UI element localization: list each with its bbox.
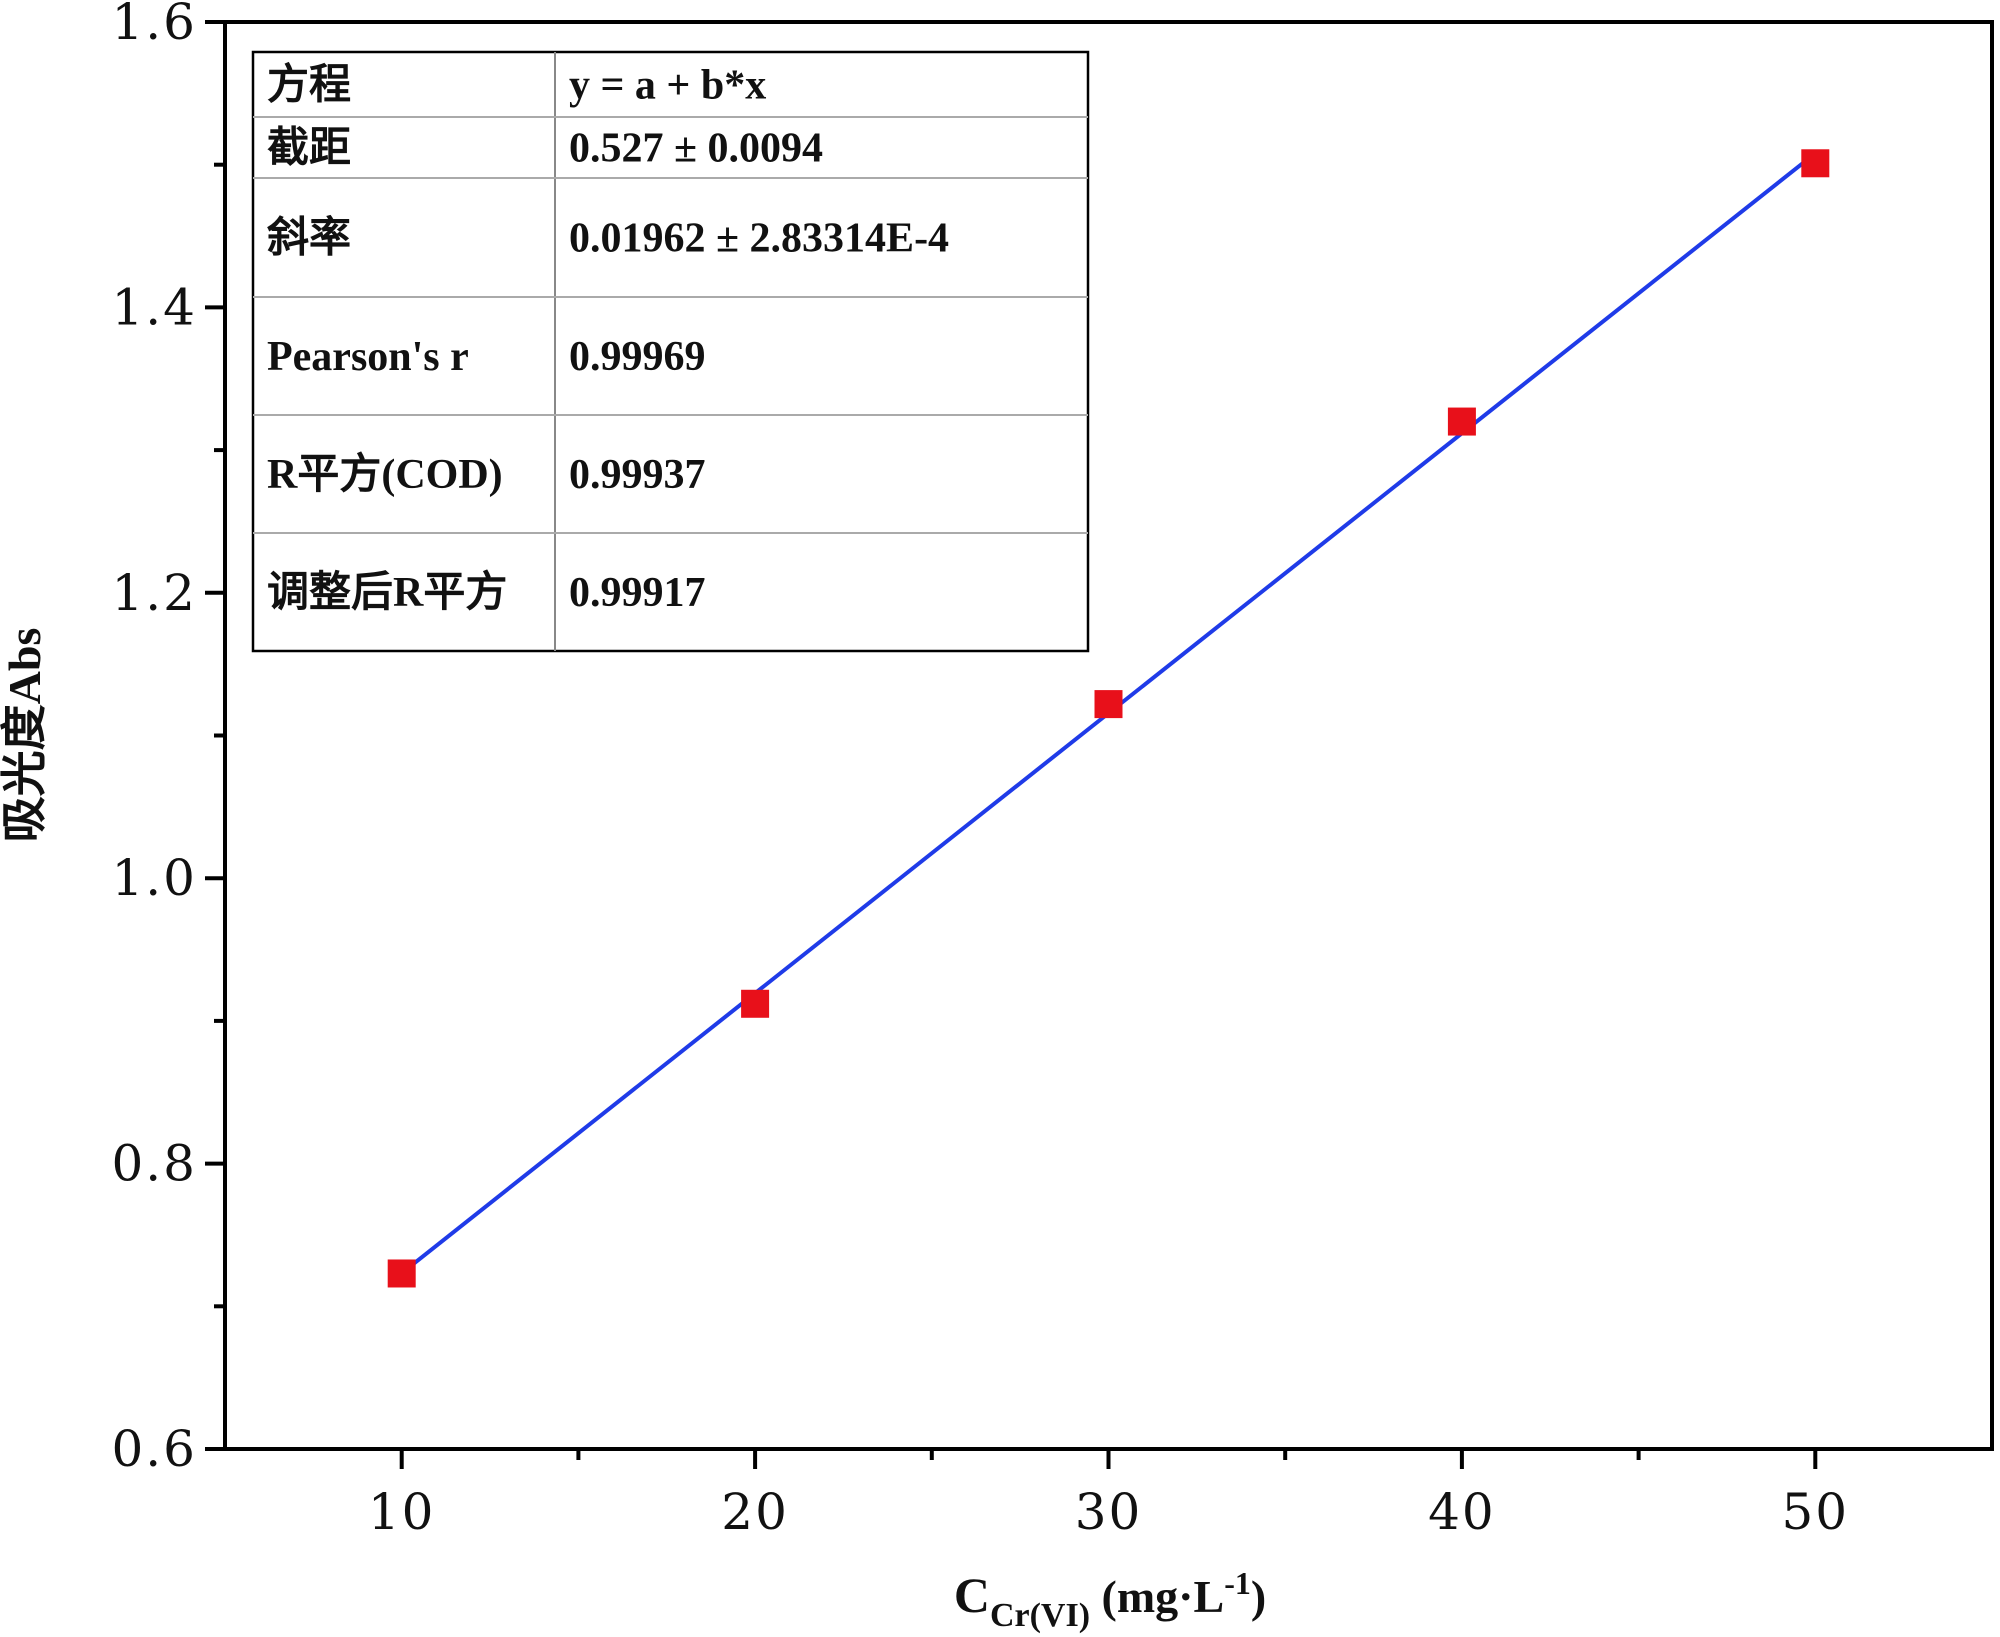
data-points xyxy=(387,149,1830,1288)
stats-table: 方程 y = a + b*x 截距 0.527 ± 0.0094 斜率 0.01962 ±… xyxy=(251,50,1090,653)
x-axis-label-close: ) xyxy=(1251,1571,1266,1622)
stats-table-border xyxy=(251,50,1090,653)
y-tick-label: 0.6 xyxy=(111,1420,197,1478)
stats-table-value: 0.99917 xyxy=(569,570,706,616)
x-tick-labels: 10 20 30 40 50 xyxy=(368,1483,1849,1541)
axis-ticks xyxy=(205,20,1818,1469)
stats-table-label: 方程 xyxy=(267,62,351,109)
y-tick-labels: 0.6 0.8 1.0 1.2 1.4 1.6 xyxy=(111,0,197,1478)
stats-table-label: R平方(COD) xyxy=(267,451,503,498)
stats-table-label: 截距 xyxy=(267,125,351,172)
x-tick-label: 30 xyxy=(1075,1483,1143,1541)
stats-table-cells: 方程 y = a + b*x 截距 0.527 ± 0.0094 斜率 0.01962 ±… xyxy=(267,62,949,617)
data-point xyxy=(1094,690,1123,719)
x-axis-label-sub: Cr(VI) xyxy=(990,1597,1090,1634)
data-point xyxy=(1447,407,1476,436)
x-tick-label: 40 xyxy=(1428,1483,1496,1541)
x-tick-label: 10 xyxy=(368,1483,436,1541)
x-tick-label: 50 xyxy=(1781,1483,1849,1541)
y-tick-label: 0.8 xyxy=(111,1135,197,1193)
stats-table-value: 0.99937 xyxy=(569,452,706,498)
data-point xyxy=(1801,149,1830,178)
stats-table-value: 0.01962 ± 2.83314E-4 xyxy=(569,216,949,262)
data-point xyxy=(387,1259,416,1288)
y-tick-label: 1.4 xyxy=(111,278,197,336)
data-point xyxy=(741,989,770,1018)
y-tick-label: 1.6 xyxy=(111,0,197,51)
y-tick-label: 1.0 xyxy=(111,849,197,907)
stats-table-label: Pearson's r xyxy=(267,334,469,380)
stats-table-value: 0.527 ± 0.0094 xyxy=(569,126,823,172)
x-axis-label-sup: -1 xyxy=(1224,1565,1251,1601)
stats-table-grid xyxy=(251,50,1090,653)
y-tick-label: 1.2 xyxy=(111,564,197,622)
x-axis-label-main: C xyxy=(954,1567,990,1623)
y-axis-label: 吸光度Abs xyxy=(0,628,50,843)
stats-table-value: y = a + b*x xyxy=(569,63,766,109)
stats-table-label: 斜率 xyxy=(267,215,351,262)
x-axis-label: CCr(VI) (mg·L-1) xyxy=(954,1565,1266,1634)
stats-table-label: 调整后R平方 xyxy=(267,569,507,616)
x-axis-label-unit: (mg·L xyxy=(1090,1571,1224,1622)
x-tick-label: 20 xyxy=(721,1483,789,1541)
stats-table-value: 0.99969 xyxy=(569,334,706,380)
